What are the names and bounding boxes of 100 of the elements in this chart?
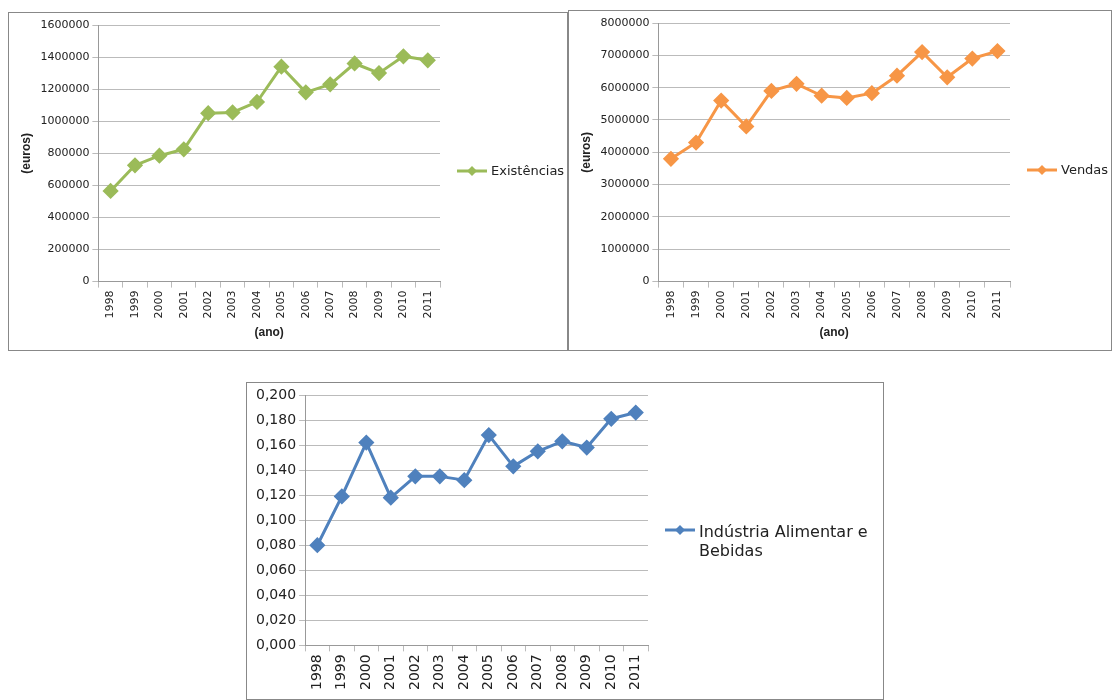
y-axis-title: (euros) (578, 131, 593, 173)
y-tick-label: 0,120 (255, 485, 297, 502)
x-tick-label: 2005 (839, 290, 853, 319)
x-tick-label: 1999 (332, 654, 349, 691)
point (103, 183, 119, 199)
y-tick-label: 1200000 (40, 82, 90, 96)
legend-label: Indústria Alimentar e Bebidas (699, 522, 869, 560)
x-axis-title: (ano) (819, 325, 849, 340)
point (688, 135, 704, 151)
y-tick-label: 1000000 (600, 242, 650, 256)
y-tick-label: 0,140 (255, 460, 297, 477)
y-tick-label: 3000000 (600, 177, 650, 191)
point (579, 440, 595, 456)
x-tick-label: 1998 (307, 654, 324, 691)
point (839, 90, 855, 106)
point (789, 76, 805, 92)
y-tick-label: 0,020 (255, 610, 297, 627)
point (603, 411, 619, 427)
point (814, 88, 830, 104)
x-tick-label: 2003 (430, 654, 447, 691)
x-tick-label: 1999 (688, 290, 702, 319)
x-tick-label: 2007 (889, 290, 903, 319)
x-tick-label: 2002 (764, 290, 778, 319)
point (249, 94, 265, 110)
y-tick-label: 4000000 (600, 145, 650, 159)
y-tick-label: 0,000 (255, 636, 297, 653)
x-tick-label: 2004 (454, 654, 471, 691)
x-tick-label: 2000 (714, 290, 728, 319)
y-tick-label: 800000 (47, 146, 90, 160)
x-tick-label: 2007 (528, 654, 545, 691)
y-axis-title: (euros) (18, 132, 33, 174)
point (127, 157, 143, 173)
point (273, 59, 289, 75)
y-tick-label: 0,160 (255, 435, 297, 452)
x-tick-label: 1998 (663, 290, 677, 319)
point (383, 490, 399, 506)
y-tick-label: 0,060 (255, 560, 297, 577)
x-tick-label: 2006 (503, 654, 520, 691)
point (763, 83, 779, 99)
point (395, 48, 411, 64)
point (989, 43, 1005, 59)
x-tick-label: 2004 (249, 290, 263, 319)
x-tick-label: 2005 (274, 290, 288, 319)
y-tick-label: 5000000 (600, 112, 650, 126)
x-tick-label: 2009 (371, 290, 385, 319)
point (481, 427, 497, 443)
x-tick-label: 2003 (225, 290, 239, 319)
x-tick-label: 2003 (789, 290, 803, 319)
point (200, 105, 216, 121)
point (420, 52, 436, 68)
point (151, 148, 167, 164)
y-tick-label: 1400000 (40, 49, 90, 63)
y-tick-label: 400000 (47, 210, 90, 224)
y-tick-label: 2000000 (600, 209, 650, 223)
y-tick-label: 7000000 (600, 48, 650, 62)
legend-label: Vendas (1061, 161, 1109, 177)
point (628, 405, 644, 421)
point (889, 68, 905, 84)
x-tick-label: 2001 (381, 654, 398, 691)
y-tick-label: 0,200 (255, 385, 297, 402)
point (554, 433, 570, 449)
x-tick-label: 2011 (626, 654, 643, 691)
x-tick-label: 2010 (396, 290, 410, 319)
x-tick-label: 2002 (405, 654, 422, 691)
x-tick-label: 2008 (552, 654, 569, 691)
y-tick-label: 0,080 (255, 535, 297, 552)
y-tick-label: 0 (642, 274, 650, 288)
point (322, 76, 338, 92)
point (456, 472, 472, 488)
legend-label: Existências (491, 162, 565, 178)
point (432, 468, 448, 484)
y-tick-label: 200000 (47, 242, 90, 256)
point (358, 435, 374, 451)
point (964, 51, 980, 67)
y-tick-label: 1000000 (40, 114, 90, 128)
point (713, 93, 729, 109)
point (334, 488, 350, 504)
y-tick-label: 6000000 (600, 80, 650, 94)
x-axis-title: (ano) (254, 325, 284, 340)
y-tick-label: 0,180 (255, 410, 297, 427)
x-tick-label: 2007 (323, 290, 337, 319)
point (914, 44, 930, 60)
point (663, 151, 679, 167)
point (530, 443, 546, 459)
x-tick-label: 2006 (864, 290, 878, 319)
x-tick-label: 2010 (601, 654, 618, 691)
y-tick-label: 8000000 (600, 15, 650, 29)
point (505, 458, 521, 474)
x-tick-label: 2000 (152, 290, 166, 319)
point (939, 69, 955, 85)
x-tick-label: 1998 (103, 290, 117, 319)
x-tick-label: 2009 (940, 290, 954, 319)
point (298, 84, 314, 100)
y-tick-label: 0,100 (255, 510, 297, 527)
point (309, 537, 325, 553)
x-tick-label: 2001 (739, 290, 753, 319)
point (407, 468, 423, 484)
point (176, 141, 192, 157)
x-tick-label: 2006 (298, 290, 312, 319)
y-tick-label: 600000 (47, 178, 90, 192)
